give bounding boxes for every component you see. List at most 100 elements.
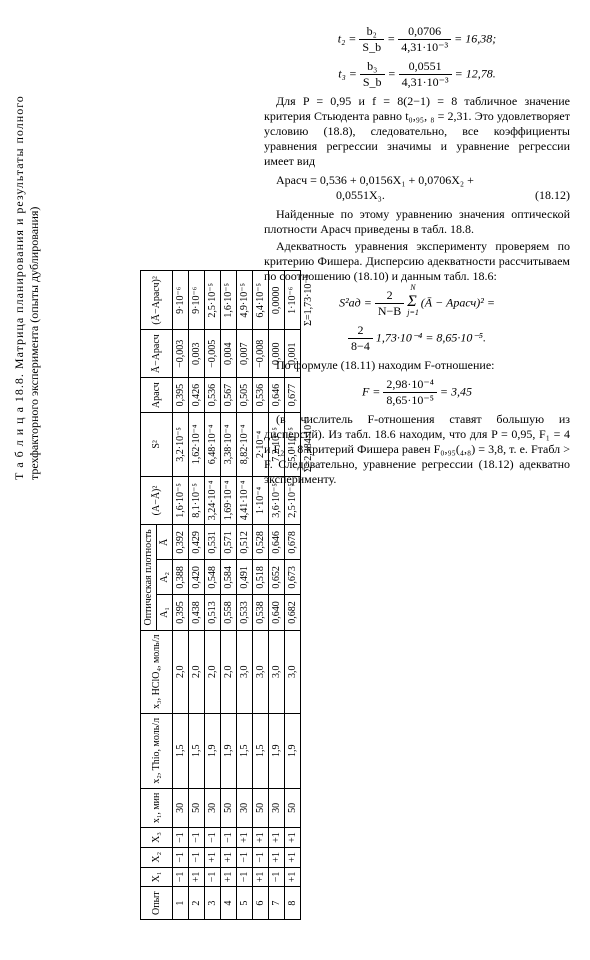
cell-A1: 0,395 xyxy=(173,595,189,630)
sum-cell xyxy=(301,525,317,560)
cell-x2: 1,9 xyxy=(269,713,285,788)
table-row: 8+1+1+1501,93,00,6820,6730,6782,5·10⁻⁵5,… xyxy=(285,271,301,920)
col-x1: x₁, мин xyxy=(141,788,173,828)
t2-result: = 16,38; xyxy=(454,31,496,45)
cell-A2: 0,548 xyxy=(205,560,221,595)
cell-d: −0,003 xyxy=(173,330,189,378)
cell-A2: 0,518 xyxy=(253,560,269,595)
cell-x3: 3,0 xyxy=(269,630,285,713)
cell-A2: 0,420 xyxy=(189,560,205,595)
cell-A2: 0,652 xyxy=(269,560,285,595)
eq1812-l2: 0,0551X₃. xyxy=(276,188,385,202)
cell-A1: 0,438 xyxy=(189,595,205,630)
cell-x3: 3,0 xyxy=(237,630,253,713)
table-row: 1−1−1−1301,52,00,3950,3880,3921,6·10⁻⁵3,… xyxy=(173,271,189,920)
formula-t2: t₂ = b₂ S_b = 0,0706 4,31·10⁻³ = 16,38; xyxy=(264,24,570,55)
cell-X3: +1 xyxy=(269,828,285,848)
cell-A2: 0,584 xyxy=(221,560,237,595)
cell-n: 3 xyxy=(205,887,221,920)
t3-left: t₃ = xyxy=(338,66,357,80)
cell-AmAb2: 8,1·10⁻⁵ xyxy=(189,476,205,525)
cell-x1: 30 xyxy=(269,788,285,828)
cell-S2: 3,38·10⁻⁴ xyxy=(221,413,237,477)
cell-x2: 1,9 xyxy=(205,713,221,788)
sum-cell xyxy=(301,595,317,630)
cell-AmAb2: 1·10⁻⁴ xyxy=(253,476,269,525)
cell-X1: +1 xyxy=(253,867,269,887)
sum-cell xyxy=(301,560,317,595)
cell-n: 4 xyxy=(221,887,237,920)
sum-cell xyxy=(301,476,317,525)
cell-d2: 2,5·10⁻⁵ xyxy=(205,271,221,330)
cell-A2: 0,388 xyxy=(173,560,189,595)
cell-Ab: 0,571 xyxy=(221,525,237,560)
page: Т а б л и ц а 18.8. Матрица планирования… xyxy=(20,20,570,940)
table-body: 1−1−1−1301,52,00,3950,3880,3921,6·10⁻⁵3,… xyxy=(173,271,317,920)
sum-cell: Σ=2,384·10⁻³ xyxy=(301,413,317,477)
cell-AmAb2: 1,6·10⁻⁵ xyxy=(173,476,189,525)
cell-S2: 5,0·10⁻⁵ xyxy=(285,413,301,477)
sum-cell xyxy=(301,887,317,920)
table-row: 2+1−1−1501,52,00,4380,4200,4298,1·10⁻⁵1,… xyxy=(189,271,205,920)
col-x3: x₃, HClO₄, моль/л xyxy=(141,630,173,713)
cell-d: 0,001 xyxy=(285,330,301,378)
cell-X3: −1 xyxy=(205,828,221,848)
cell-Ar: 0,426 xyxy=(189,378,205,413)
cell-x2: 1,5 xyxy=(173,713,189,788)
cell-S2: 8,82·10⁻⁴ xyxy=(237,413,253,477)
cell-X1: +1 xyxy=(189,867,205,887)
Sad-mid: 1,73·10⁻⁴ = 8,65·10⁻⁵. xyxy=(376,330,486,344)
cell-AmAb2: 3,24·10⁻⁴ xyxy=(205,476,221,525)
cell-x2: 1,9 xyxy=(285,713,301,788)
col-AmAb2: (A−Ā)² xyxy=(141,476,173,525)
cell-x3: 3,0 xyxy=(285,630,301,713)
cell-x1: 30 xyxy=(173,788,189,828)
cell-n: 7 xyxy=(269,887,285,920)
cell-x2: 1,9 xyxy=(221,713,237,788)
cell-Ar: 0,646 xyxy=(269,378,285,413)
cell-d2: 1,6·10⁻⁵ xyxy=(221,271,237,330)
table-row: 7−1+1+1301,93,00,6400,6520,6463,6·10⁻⁵7,… xyxy=(269,271,285,920)
col-x2: x₂, Thio, моль/л xyxy=(141,713,173,788)
col-Arasch: Aрасч xyxy=(141,378,173,413)
sigma-icon: N Σ j=1 xyxy=(407,293,421,310)
cell-d2: 0,0000 xyxy=(269,271,285,330)
caption-line-1: Т а б л и ц а 18.8. Матрица планирования… xyxy=(12,95,26,480)
cell-Ab: 0,531 xyxy=(205,525,221,560)
cell-x3: 2,0 xyxy=(205,630,221,713)
col-X1: X₁ xyxy=(141,867,173,887)
sum-cell xyxy=(301,788,317,828)
sum-cell xyxy=(301,847,317,867)
table-row: 6+1−1+1501,53,00,5380,5180,5281·10⁻⁴2·10… xyxy=(253,271,269,920)
formula-t3: t₃ = b₃ S_b = 0,0551 4,31·10⁻³ = 12,78. xyxy=(264,59,570,90)
sum-cell: Σ=1,73·10⁻⁴ xyxy=(301,271,317,330)
cell-x1: 50 xyxy=(189,788,205,828)
cell-d: −0,005 xyxy=(205,330,221,378)
cell-X2: +1 xyxy=(221,847,237,867)
cell-d2: 1·10⁻⁶ xyxy=(285,271,301,330)
table-caption: Т а б л и ц а 18.8. Матрица планирования… xyxy=(12,95,42,480)
cell-d2: 6,4·10⁻⁵ xyxy=(253,271,269,330)
cell-X1: +1 xyxy=(221,867,237,887)
t2-frac2: 0,0706 4,31·10⁻³ xyxy=(398,24,451,55)
eq1812-l1: Aрасч = 0,536 + 0,0156X₁ + 0,0706X₂ + xyxy=(276,173,474,187)
cell-X2: −1 xyxy=(173,847,189,867)
cell-A1: 0,558 xyxy=(221,595,237,630)
cell-S2: 7,2·10⁻⁵ xyxy=(269,413,285,477)
cell-X3: +1 xyxy=(237,828,253,848)
sum-cell xyxy=(301,378,317,413)
col-X2: X₂ xyxy=(141,847,173,867)
col-A1: A₁ xyxy=(157,595,173,630)
cell-n: 5 xyxy=(237,887,253,920)
cell-x2: 1,5 xyxy=(237,713,253,788)
cell-A1: 0,538 xyxy=(253,595,269,630)
cell-X2: −1 xyxy=(189,847,205,867)
Sad-body: (Ā − Aрасч)² = xyxy=(421,295,495,309)
sum-cell xyxy=(301,713,317,788)
cell-x3: 3,0 xyxy=(253,630,269,713)
col-opt-group: Оптическая плотность xyxy=(141,525,157,630)
cell-d2: 9·10⁻⁶ xyxy=(173,271,189,330)
cell-X3: −1 xyxy=(173,828,189,848)
cell-x2: 1,5 xyxy=(189,713,205,788)
sum-cell xyxy=(301,630,317,713)
